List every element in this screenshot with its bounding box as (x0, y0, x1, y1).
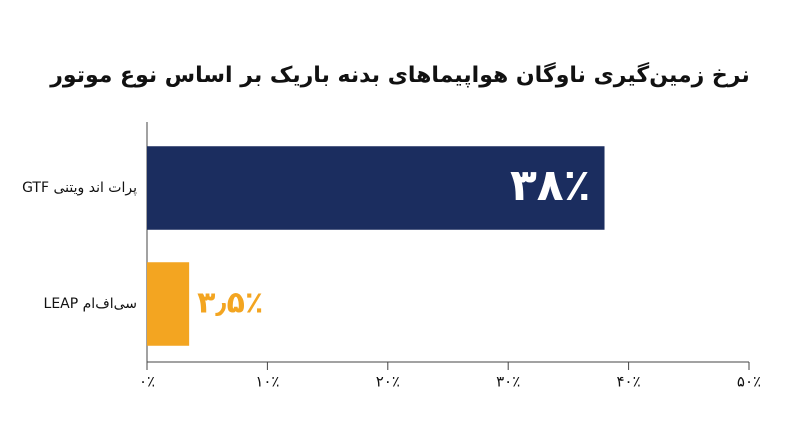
x-tick-label: ۳۰٪ (496, 373, 520, 391)
x-tick-label: ۵۰٪ (737, 373, 761, 391)
value-label: ۳۸٪ (510, 160, 591, 211)
x-tick-label: ۰٪ (139, 373, 155, 391)
x-tick-label: ۴۰٪ (617, 373, 641, 391)
chart-title: نرخ زمین‌گیری ناوگان هواپیماهای بدنه بار… (49, 61, 749, 88)
bar (147, 262, 190, 346)
value-label: ۳٫۵٪ (197, 286, 263, 321)
x-tick-label: ۱۰٪ (255, 373, 279, 391)
x-tick-label: ۲۰٪ (376, 373, 400, 391)
y-tick-label: پرات اند ویتنی GTF (22, 180, 137, 196)
bar (147, 146, 605, 230)
y-tick-label: سی‌اف‌ام LEAP (44, 296, 137, 312)
